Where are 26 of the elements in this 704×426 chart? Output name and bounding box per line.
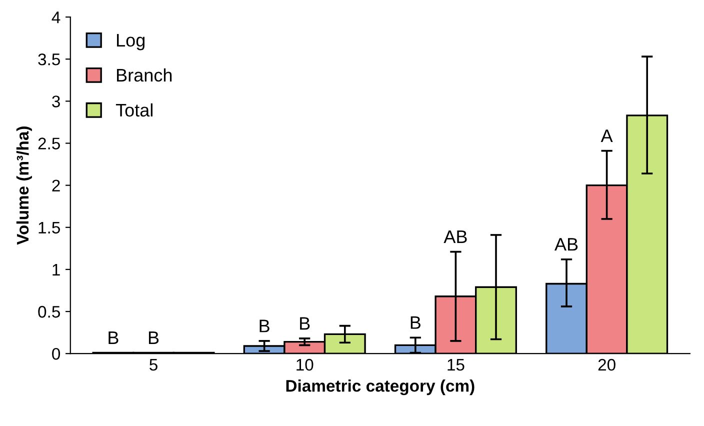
data-label: B	[300, 317, 310, 330]
data-label: B	[108, 332, 118, 344]
legend-label: Branch	[117, 68, 172, 82]
y-tick-label: 1	[52, 264, 60, 276]
y-tick-label: 0	[52, 348, 60, 360]
y-tick-label: 3.5	[38, 54, 60, 66]
x-tick-label: 20	[598, 358, 616, 371]
x-tick-label: 10	[296, 358, 314, 371]
y-tick-label: 4	[52, 12, 60, 24]
data-label: AB	[444, 230, 467, 243]
data-label: A	[600, 130, 613, 142]
data-label: B	[410, 316, 420, 329]
legend-label: Log	[117, 34, 144, 50]
y-tick-label: 3	[52, 96, 60, 108]
x-tick-label: 15	[448, 359, 464, 371]
y-tick-label: 1.5	[38, 222, 60, 234]
legend-label: Total	[116, 103, 152, 117]
data-label: AB	[554, 238, 578, 251]
y-tick-label: 0.5	[38, 306, 60, 318]
data-label: B	[148, 332, 159, 344]
y-tick-label: 2	[52, 180, 60, 192]
y-tick-label: 2.5	[38, 138, 60, 150]
y-axis-title: Volume (m³/ha)	[16, 126, 32, 245]
x-axis-title: Diametric category (cm)	[286, 380, 474, 396]
x-tick-label: 5	[150, 359, 158, 371]
data-label: B	[260, 320, 270, 332]
